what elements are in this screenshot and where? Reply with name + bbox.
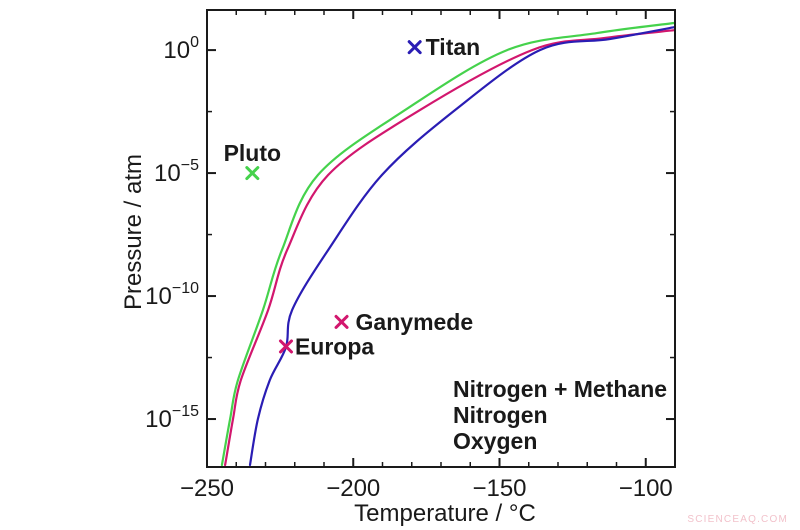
x-tick-label: −100 <box>619 475 673 502</box>
legend-label-oxygen: Oxygen <box>453 428 537 454</box>
x-marker-icon <box>245 166 260 181</box>
marker-pluto: Pluto <box>224 140 282 181</box>
legend-label-nitrogen-methane: Nitrogen + Methane <box>453 376 667 402</box>
marker-label-titan: Titan <box>426 34 481 60</box>
axis-tick-labels: −250 −200 −150 −100 100 10−5 10−10 10−15 <box>145 34 673 502</box>
legend-label-nitrogen: Nitrogen <box>453 402 548 428</box>
x-marker-icon <box>278 339 293 354</box>
y-tick-label: 10−10 <box>145 280 199 310</box>
x-tick-label: −250 <box>180 475 234 502</box>
x-marker-icon <box>334 314 349 329</box>
legend: Nitrogen + Methane Nitrogen Oxygen <box>453 376 667 454</box>
curve-nitrogen <box>220 21 676 467</box>
x-marker-icon <box>407 40 422 55</box>
y-tick-label: 10−15 <box>145 403 199 433</box>
y-tick-label: 10−5 <box>154 157 199 187</box>
x-tick-label: −150 <box>472 475 526 502</box>
curve-oxygen <box>224 29 676 467</box>
marker-label-pluto: Pluto <box>224 140 282 166</box>
plot-border <box>206 9 676 468</box>
x-axis-title: Temperature / °C <box>354 500 536 527</box>
vapor-pressure-curves <box>220 21 676 467</box>
y-axis-title: Pressure / atm <box>120 154 147 310</box>
marker-label-europa: Europa <box>295 333 374 359</box>
y-tick-label: 100 <box>163 34 199 64</box>
x-tick-label: −200 <box>326 475 380 502</box>
curve-nitrogen-methane <box>248 26 676 467</box>
marker-europa: Europa <box>278 333 374 359</box>
marker-titan: Titan <box>407 34 481 60</box>
watermark: SCIENCEAQ.COM <box>687 514 788 525</box>
marker-ganymede: Ganymede <box>334 309 474 335</box>
marker-label-ganymede: Ganymede <box>356 309 474 335</box>
